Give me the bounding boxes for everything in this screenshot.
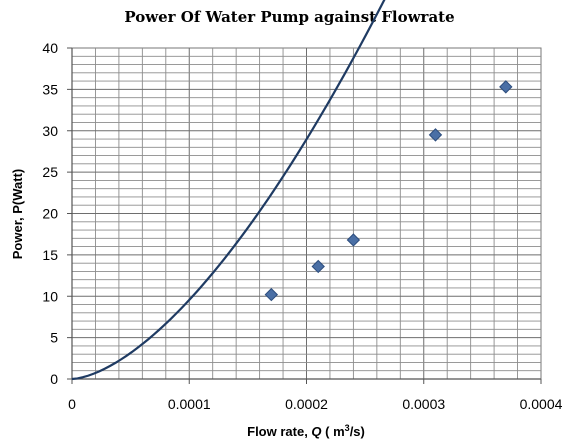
data-point [264, 287, 279, 302]
x-axis-label-mid: ( m [322, 424, 345, 439]
y-tick-label: 25 [42, 164, 58, 180]
y-tick-label: 15 [42, 247, 58, 263]
tick-labels: 0 0.0001 0.0002 0.0003 0.0004 0 5 10 15 20 25 30 35 4… [42, 40, 562, 412]
y-tick-label: 20 [42, 206, 58, 222]
x-tick-label: 0.0004 [520, 396, 563, 412]
x-axis-label-prefix: Flow rate, [247, 424, 311, 439]
axes [67, 47, 542, 384]
x-tick-label: 0 [68, 396, 76, 412]
y-tick-label: 30 [42, 123, 58, 139]
trendline [71, 0, 386, 381]
y-axis-label: Power, P(Watt) [10, 169, 25, 260]
x-axis-label-var: Q [311, 424, 321, 439]
data-point [311, 259, 325, 274]
data-points [264, 80, 513, 302]
data-point [346, 233, 361, 247]
y-tick-label: 5 [50, 330, 58, 346]
y-tick-label: 0 [50, 371, 58, 387]
grid [71, 47, 542, 380]
y-tick-label: 40 [42, 40, 58, 56]
x-tick-label: 0.0001 [168, 396, 211, 412]
y-tick-label: 10 [42, 288, 58, 304]
y-tick-label: 35 [42, 81, 58, 97]
data-point [499, 80, 513, 94]
data-point [428, 128, 443, 142]
x-axis-label: Flow rate, Q ( m3/s) [247, 423, 365, 439]
x-axis-label-sup: 3 [345, 423, 350, 433]
x-tick-label: 0.0003 [402, 396, 445, 412]
x-axis-label-suffix: /s) [350, 424, 365, 439]
trendline-layer [71, 0, 386, 381]
x-tick-label: 0.0002 [285, 396, 328, 412]
